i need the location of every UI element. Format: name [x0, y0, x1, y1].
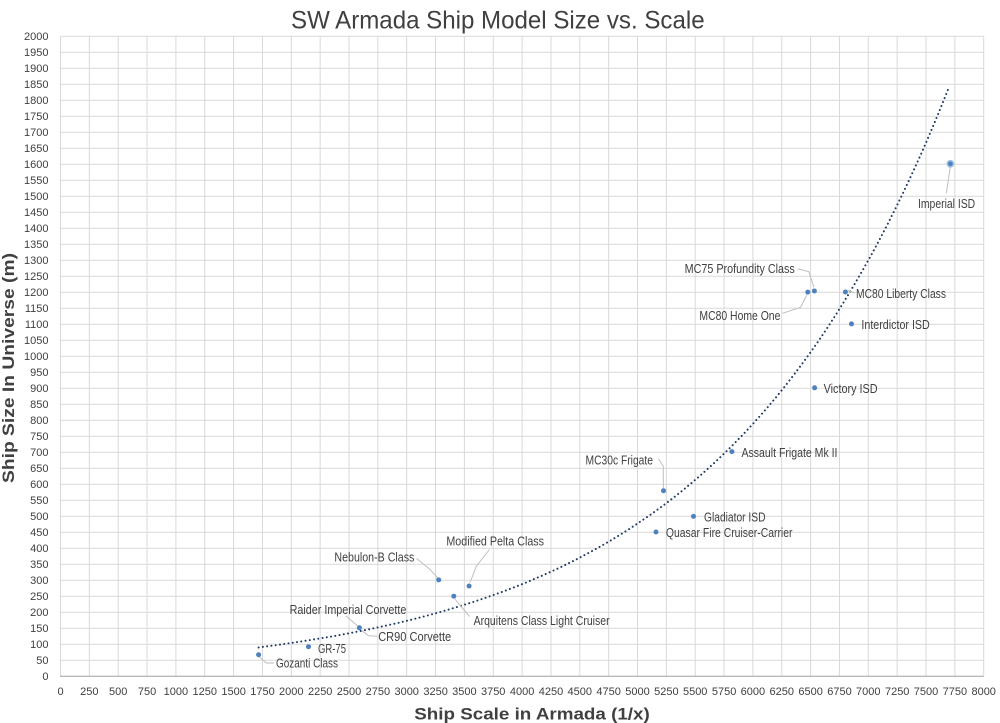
svg-text:750: 750 — [30, 431, 48, 443]
svg-text:1600: 1600 — [24, 159, 48, 171]
svg-text:550: 550 — [30, 495, 48, 507]
svg-text:950: 950 — [30, 367, 48, 379]
svg-text:Nebulon-B Class: Nebulon-B Class — [334, 551, 414, 565]
svg-text:1850: 1850 — [24, 79, 48, 91]
svg-text:350: 350 — [30, 559, 48, 571]
svg-text:100: 100 — [30, 639, 48, 651]
svg-text:SW Armada Ship Model Size vs.: SW Armada Ship Model Size vs. Scale — [291, 7, 705, 35]
svg-text:1100: 1100 — [25, 319, 49, 331]
svg-text:Gozanti Class: Gozanti Class — [276, 657, 338, 671]
svg-text:6000: 6000 — [741, 686, 765, 698]
svg-text:700: 700 — [30, 447, 48, 459]
svg-text:Assault Frigate Mk II: Assault Frigate Mk II — [742, 446, 838, 460]
svg-text:250: 250 — [80, 686, 98, 698]
svg-text:150: 150 — [30, 623, 48, 635]
svg-text:1650: 1650 — [24, 143, 48, 155]
svg-text:1250: 1250 — [193, 686, 217, 698]
svg-text:900: 900 — [30, 383, 48, 395]
svg-text:750: 750 — [138, 686, 156, 698]
svg-text:2250: 2250 — [308, 686, 332, 698]
svg-text:1250: 1250 — [24, 271, 48, 283]
svg-text:450: 450 — [30, 527, 48, 539]
svg-text:1750: 1750 — [24, 111, 48, 123]
svg-text:1000: 1000 — [164, 686, 188, 698]
svg-text:MC30c Frigate: MC30c Frigate — [586, 453, 654, 467]
svg-text:500: 500 — [109, 686, 127, 698]
svg-text:1300: 1300 — [24, 255, 48, 267]
svg-text:850: 850 — [30, 399, 48, 411]
svg-text:Interdictor ISD: Interdictor ISD — [861, 318, 929, 332]
svg-text:400: 400 — [30, 543, 48, 555]
svg-text:5500: 5500 — [683, 686, 707, 698]
svg-text:Ship Scale in Armada (1/x): Ship Scale in Armada (1/x) — [414, 704, 650, 723]
svg-text:1800: 1800 — [24, 95, 48, 107]
svg-text:Victory ISD: Victory ISD — [824, 382, 878, 396]
svg-text:MC75 Profundity Class: MC75 Profundity Class — [685, 262, 795, 276]
svg-text:1000: 1000 — [24, 351, 48, 363]
svg-text:200: 200 — [30, 607, 48, 619]
svg-text:Ship Size In Universe (m): Ship Size In Universe (m) — [0, 253, 18, 483]
svg-text:4000: 4000 — [510, 686, 534, 698]
svg-text:2000: 2000 — [24, 31, 48, 43]
svg-text:50: 50 — [36, 655, 48, 667]
svg-text:Arquitens Class Light Cruiser: Arquitens Class Light Cruiser — [474, 614, 610, 628]
svg-text:1500: 1500 — [221, 686, 245, 698]
svg-text:1350: 1350 — [24, 239, 48, 251]
svg-text:GR-75: GR-75 — [318, 642, 346, 656]
svg-text:1900: 1900 — [24, 63, 48, 75]
svg-text:6750: 6750 — [827, 686, 851, 698]
svg-text:1500: 1500 — [24, 191, 48, 203]
svg-text:Quasar Fire Cruiser-Carrier: Quasar Fire Cruiser-Carrier — [666, 526, 793, 540]
svg-text:2500: 2500 — [337, 686, 361, 698]
svg-text:0: 0 — [42, 671, 48, 683]
svg-text:7500: 7500 — [914, 686, 938, 698]
svg-text:4250: 4250 — [539, 686, 563, 698]
svg-text:6500: 6500 — [798, 686, 822, 698]
svg-text:8000: 8000 — [971, 686, 995, 698]
svg-text:1200: 1200 — [24, 287, 48, 299]
svg-text:MC80 Home One: MC80 Home One — [699, 309, 780, 323]
svg-text:300: 300 — [30, 575, 48, 587]
svg-text:Raider Imperial Corvette: Raider Imperial Corvette — [290, 603, 407, 617]
svg-text:3000: 3000 — [394, 686, 418, 698]
svg-text:5000: 5000 — [625, 686, 649, 698]
svg-text:4500: 4500 — [568, 686, 592, 698]
svg-text:1550: 1550 — [24, 175, 48, 187]
svg-text:5750: 5750 — [712, 686, 736, 698]
svg-text:Modified Pelta Class: Modified Pelta Class — [446, 535, 544, 549]
svg-text:6250: 6250 — [770, 686, 794, 698]
svg-text:800: 800 — [30, 415, 48, 427]
svg-text:CR90 Corvette: CR90 Corvette — [378, 630, 451, 644]
svg-text:1750: 1750 — [250, 686, 274, 698]
svg-text:1450: 1450 — [24, 207, 48, 219]
svg-text:MC80 Liberty Class: MC80 Liberty Class — [856, 287, 946, 301]
svg-text:1400: 1400 — [24, 223, 48, 235]
svg-text:7250: 7250 — [885, 686, 909, 698]
svg-text:3500: 3500 — [452, 686, 476, 698]
svg-text:2000: 2000 — [279, 686, 303, 698]
svg-text:3750: 3750 — [481, 686, 505, 698]
svg-text:7750: 7750 — [943, 686, 967, 698]
svg-text:Imperial ISD: Imperial ISD — [918, 197, 975, 211]
svg-text:250: 250 — [30, 591, 48, 603]
svg-text:1700: 1700 — [24, 127, 48, 139]
svg-text:2750: 2750 — [366, 686, 390, 698]
svg-text:0: 0 — [57, 686, 63, 698]
svg-text:600: 600 — [30, 479, 48, 491]
svg-text:7000: 7000 — [856, 686, 880, 698]
svg-text:3250: 3250 — [423, 686, 447, 698]
svg-text:650: 650 — [30, 463, 48, 475]
svg-text:1050: 1050 — [24, 335, 48, 347]
svg-text:5250: 5250 — [654, 686, 678, 698]
svg-text:1950: 1950 — [24, 47, 48, 59]
svg-text:1150: 1150 — [25, 303, 49, 315]
svg-text:500: 500 — [30, 511, 48, 523]
svg-text:Gladiator ISD: Gladiator ISD — [704, 510, 766, 524]
svg-text:4750: 4750 — [596, 686, 620, 698]
